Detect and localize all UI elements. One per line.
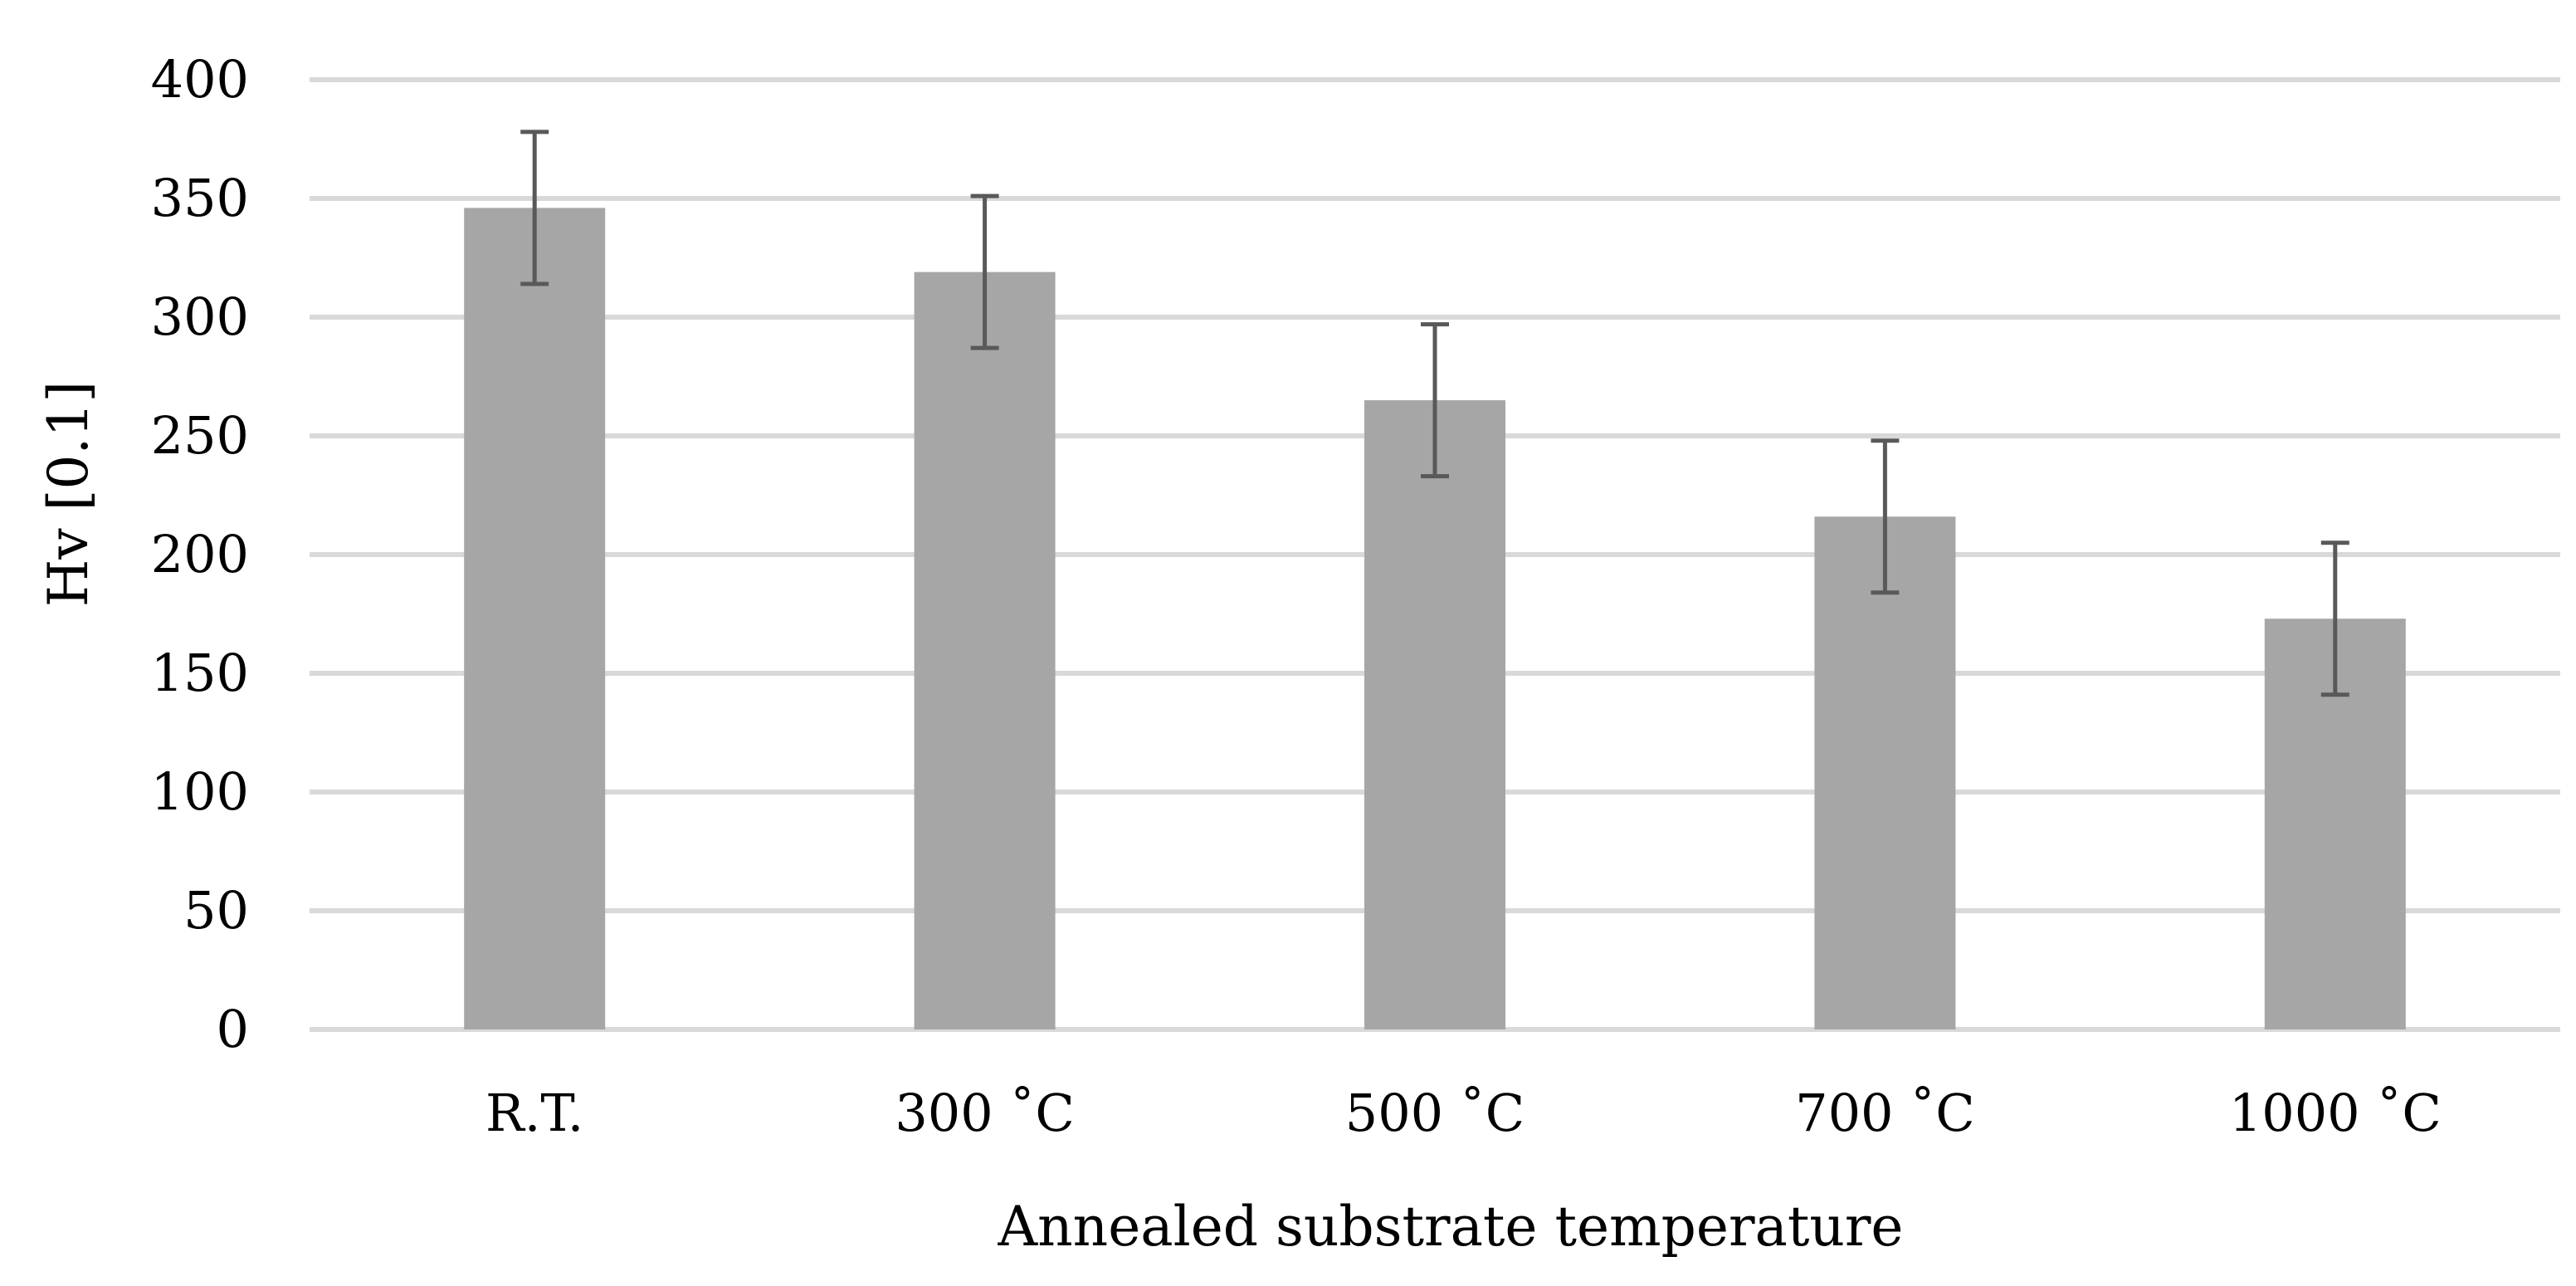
error-bar — [520, 130, 549, 286]
y-tick-label: 250 — [151, 405, 249, 466]
y-tick-label: 150 — [151, 643, 249, 703]
bar — [1364, 400, 1505, 1030]
x-axis-ticks: R.T. 300 ˚C 500 ˚C 700 ˚C 1000 ˚C — [485, 1083, 2442, 1143]
error-bar — [1871, 438, 1900, 595]
y-axis-title: Hv [0.1] — [37, 381, 100, 607]
y-tick-label: 0 — [217, 999, 249, 1059]
x-tick-label: 300 ˚C — [895, 1083, 1075, 1143]
x-tick-label: 700 ˚C — [1795, 1083, 1975, 1143]
x-tick-label: 1000 ˚C — [2229, 1083, 2442, 1143]
y-tick-label: 350 — [151, 168, 249, 228]
bar — [1814, 516, 1956, 1029]
y-tick-label: 200 — [151, 524, 249, 584]
error-bar — [1421, 322, 1449, 479]
bar — [914, 271, 1056, 1029]
bars — [464, 208, 2406, 1030]
y-axis-ticks: 0 50 100 150 200 250 300 350 400 — [151, 49, 249, 1059]
x-tick-label: R.T. — [485, 1083, 583, 1143]
y-tick-label: 50 — [183, 880, 249, 941]
y-tick-label: 100 — [151, 761, 249, 822]
y-tick-label: 400 — [151, 49, 249, 110]
error-bar — [970, 193, 999, 350]
x-axis-title: Annealed substrate temperature — [998, 1195, 1904, 1259]
y-tick-label: 300 — [151, 286, 249, 347]
error-bars — [520, 130, 2349, 697]
bar — [464, 208, 606, 1029]
error-bar — [2320, 540, 2349, 697]
x-tick-label: 500 ˚C — [1345, 1083, 1525, 1143]
